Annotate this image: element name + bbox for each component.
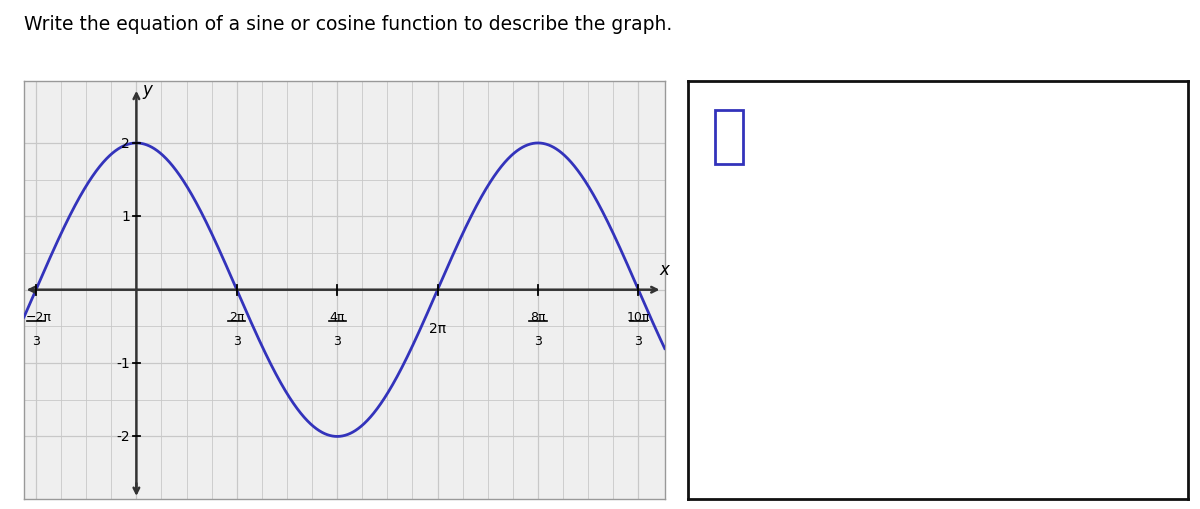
Text: −2π: −2π [25,310,52,324]
Text: y: y [142,80,152,99]
Text: 2π: 2π [430,322,446,335]
Text: 3: 3 [233,334,241,347]
Text: 2: 2 [121,137,130,151]
Text: -1: -1 [116,356,130,371]
Text: 8π: 8π [530,310,546,324]
Text: -2: -2 [116,430,130,443]
Text: 3: 3 [32,334,40,347]
Text: 3: 3 [334,334,341,347]
Text: 4π: 4π [330,310,344,324]
Text: 2π: 2π [229,310,245,324]
Text: 1: 1 [121,210,130,224]
Text: Write the equation of a sine or cosine function to describe the graph.: Write the equation of a sine or cosine f… [24,15,672,34]
Text: x: x [659,260,668,278]
Text: 10π: 10π [626,310,650,324]
Text: 3: 3 [534,334,542,347]
Text: 3: 3 [635,334,642,347]
